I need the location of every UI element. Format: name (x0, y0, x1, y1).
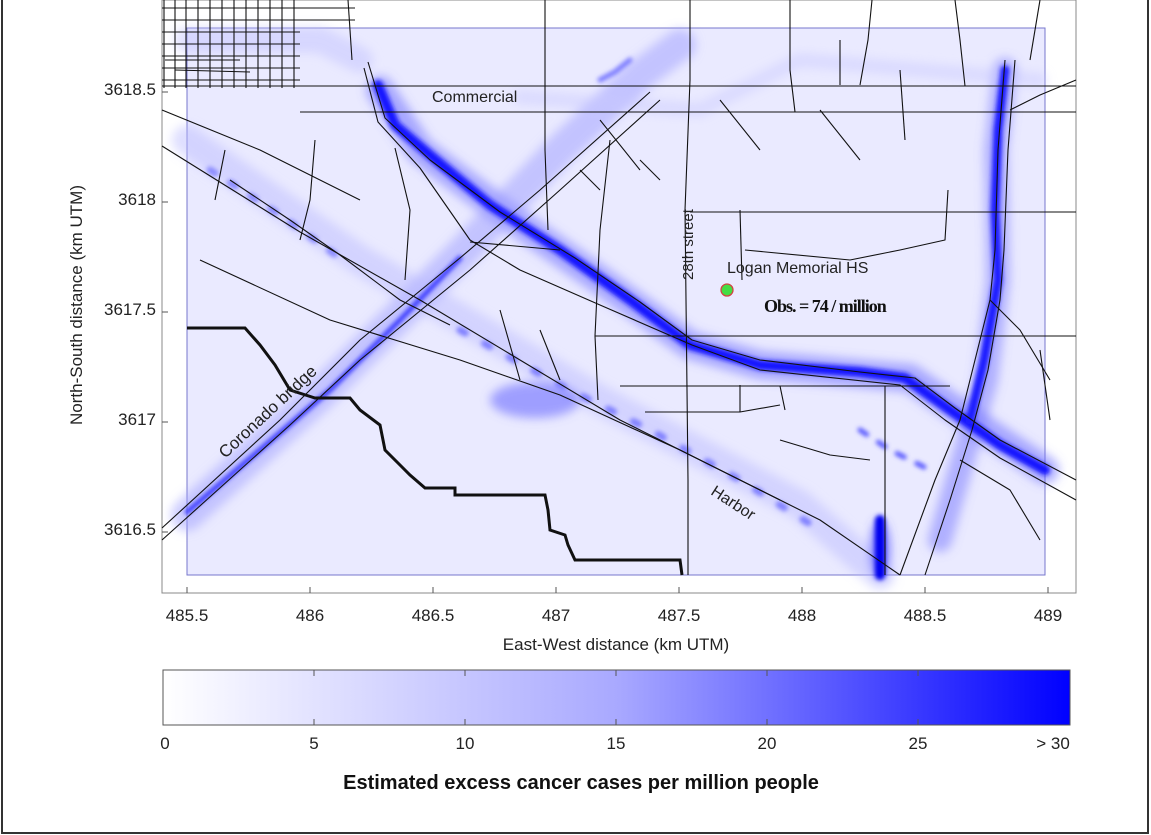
x-tick-label: 486 (295, 606, 325, 625)
y-tick-label: 3617 (118, 410, 156, 429)
colorbar-ticks (313, 670, 919, 725)
colorbar-tick-label: 10 (455, 734, 475, 753)
colorbar-tick-label: 15 (606, 734, 626, 753)
x-tick-label: 486.5 (411, 606, 455, 625)
y-axis-title: North-South distance (km UTM) (67, 185, 86, 425)
colorbar-tick-label: 25 (908, 734, 928, 753)
x-axis-title: East-West distance (km UTM) (502, 635, 730, 654)
hotspot-ridges (184, 57, 1050, 580)
x-tick-label: 485.5 (165, 606, 209, 625)
school-marker (720, 283, 734, 297)
colorbar-title: Estimated excess cancer cases per millio… (343, 772, 819, 794)
x-tick-label: 489 (1033, 606, 1063, 625)
street-label-commercial: Commercial (432, 89, 518, 106)
colorbar-tick-label: 5 (309, 734, 319, 753)
x-tick-label: 488 (787, 606, 817, 625)
y-tick-label: 3618 (118, 190, 156, 209)
x-tick-label: 487 (541, 606, 571, 625)
axis-ticks (162, 91, 1049, 593)
y-tick-label: 3617.5 (104, 300, 156, 319)
street-label-28th: 28th street (680, 209, 697, 280)
x-tick-label: 488.5 (903, 606, 947, 625)
boundary-line (187, 326, 684, 576)
colorbar-tick-label: 20 (757, 734, 777, 753)
colorbar-tick-label: > 30 (1036, 734, 1070, 753)
y-tick-label: 3616.5 (104, 520, 156, 539)
school-name-label: Logan Memorial HS (727, 260, 869, 277)
school-observation-label: Obs. = 74 / million (764, 296, 887, 316)
x-tick-label: 487.5 (657, 606, 701, 625)
road-network (161, 0, 1077, 576)
colorbar-tick-label: 0 (160, 734, 170, 753)
colorbar (162, 669, 1071, 726)
y-tick-label: 3618.5 (104, 80, 156, 99)
